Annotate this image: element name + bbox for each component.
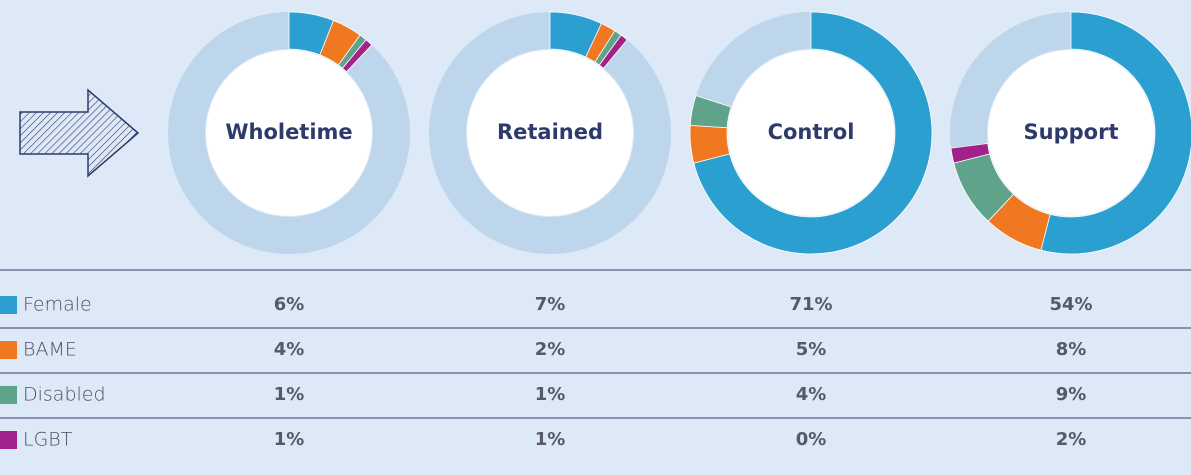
legend-swatch — [0, 341, 17, 359]
donut-hole — [206, 50, 372, 216]
table-value: 2% — [535, 339, 566, 360]
legend-swatch — [0, 296, 17, 314]
table-value: 1% — [535, 384, 566, 405]
table-value: 71% — [789, 294, 832, 315]
legend-label: LGBT — [23, 429, 73, 451]
legend-label: Female — [23, 294, 92, 316]
donut-label: Support — [1024, 120, 1119, 144]
table-value: 2% — [1056, 429, 1087, 450]
donut-hole — [728, 50, 894, 216]
donut-label: Control — [768, 120, 855, 144]
table-value: 1% — [274, 429, 305, 450]
table-value: 1% — [274, 384, 305, 405]
donut-segment — [598, 34, 628, 69]
table-value: 6% — [274, 294, 305, 315]
donut-segment — [693, 11, 933, 255]
table-value: 1% — [535, 429, 566, 450]
donut-segment — [689, 95, 732, 129]
table-value: 0% — [796, 429, 827, 450]
table-value: 5% — [796, 339, 827, 360]
legend-label: BAME — [23, 339, 77, 361]
donut-label: Retained — [497, 120, 603, 144]
donut-segment — [950, 143, 991, 164]
table-value: 4% — [274, 339, 305, 360]
legend-label: Disabled — [23, 384, 106, 406]
donut-segment — [341, 39, 373, 73]
donut-segment — [1040, 11, 1191, 255]
table-value: 9% — [1056, 384, 1087, 405]
donut-hole — [988, 50, 1154, 216]
arrow-icon — [19, 88, 140, 178]
table-value: 4% — [796, 384, 827, 405]
legend-swatch — [0, 431, 17, 449]
donut-hole — [467, 50, 633, 216]
table-value: 54% — [1049, 294, 1092, 315]
donut-label: Wholetime — [225, 120, 352, 144]
table-value: 8% — [1056, 339, 1087, 360]
table-value: 7% — [535, 294, 566, 315]
legend-swatch — [0, 386, 17, 404]
